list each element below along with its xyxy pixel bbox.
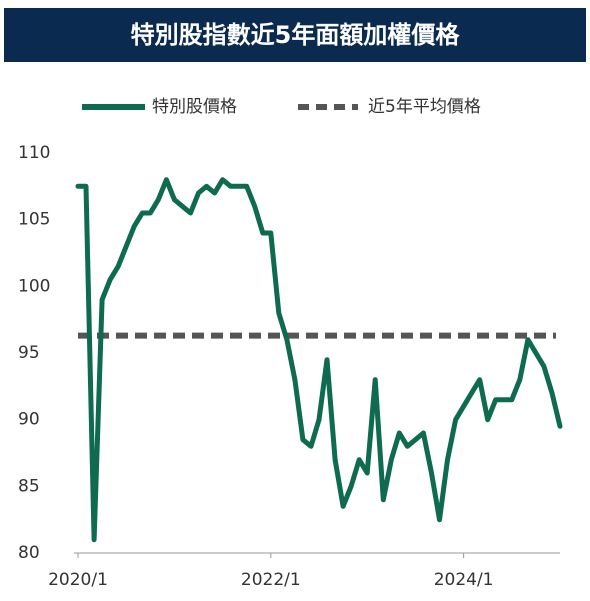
y-tick-label: 100 — [18, 276, 50, 296]
y-tick-label: 105 — [18, 210, 50, 230]
y-tick-label: 80 — [18, 543, 40, 563]
legend-label: 特別股價格 — [152, 97, 237, 117]
x-tick-label: 2022/1 — [241, 570, 301, 590]
legend-label: 近5年平均價格 — [368, 97, 481, 117]
chart-title: 特別股指數近5年面額加權價格 — [131, 21, 461, 49]
y-tick-label: 90 — [18, 410, 40, 430]
y-tick-label: 95 — [18, 343, 40, 363]
title-bar — [4, 8, 586, 62]
x-tick-label: 2024/1 — [434, 570, 494, 590]
y-tick-label: 85 — [18, 476, 40, 496]
x-tick-label: 2020/1 — [48, 570, 108, 590]
price-line — [75, 177, 563, 543]
y-tick-label: 110 — [18, 143, 50, 163]
